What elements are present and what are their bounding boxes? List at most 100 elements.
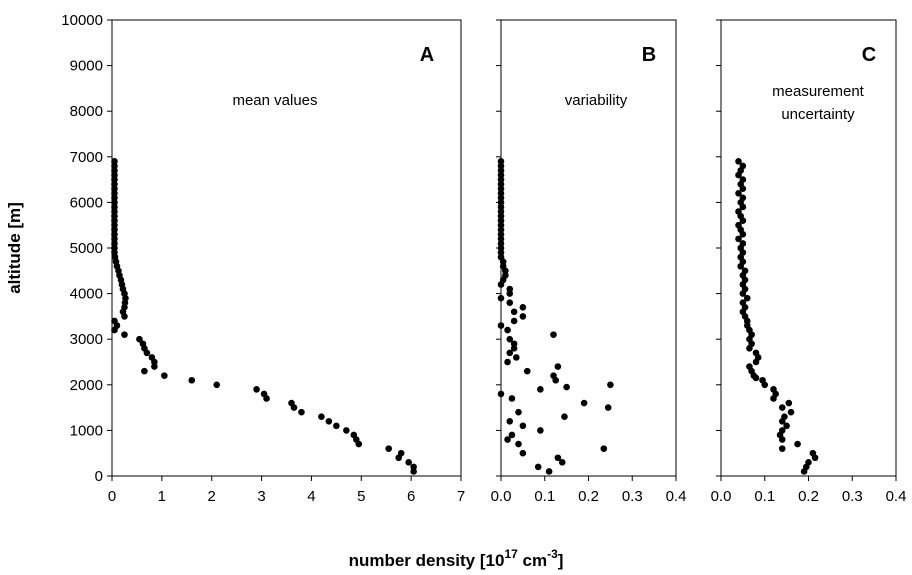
data-point xyxy=(111,158,118,165)
y-tick-label: 9000 xyxy=(70,58,103,75)
data-point xyxy=(794,440,801,448)
x-tick-label: 1 xyxy=(158,488,166,505)
data-point xyxy=(739,231,747,238)
data-point xyxy=(111,240,118,247)
x-tick-label: 4 xyxy=(307,488,315,505)
data-point xyxy=(497,185,505,193)
data-point xyxy=(545,468,553,475)
data-point xyxy=(550,331,557,338)
data-point xyxy=(752,374,760,382)
data-point xyxy=(563,383,570,391)
data-point xyxy=(111,326,118,334)
data-point xyxy=(111,167,118,174)
x-tick-label: 0.2 xyxy=(798,488,819,505)
data-point xyxy=(554,454,562,462)
y-tick-label: 2000 xyxy=(70,377,103,394)
data-point xyxy=(502,267,509,275)
data-point xyxy=(497,162,505,170)
data-point xyxy=(515,408,522,416)
data-point xyxy=(800,468,808,475)
panel-a: 0 1000 2000 3000 4000 5000 6000 7000 8000 9000 100… xyxy=(61,12,465,505)
data-point xyxy=(213,381,220,389)
data-point xyxy=(343,427,350,434)
data-point xyxy=(410,468,417,475)
data-point xyxy=(151,358,158,366)
data-point xyxy=(519,422,527,430)
data-point xyxy=(558,459,566,466)
data-point xyxy=(111,185,118,193)
panel-annotation: mean values xyxy=(232,92,317,109)
x-tick-label: 6 xyxy=(407,488,415,505)
data-point xyxy=(497,189,505,197)
data-point xyxy=(497,322,505,329)
data-point xyxy=(385,445,393,452)
data-point xyxy=(497,194,505,202)
data-point xyxy=(504,358,511,366)
data-point xyxy=(497,240,505,247)
data-point xyxy=(506,335,514,343)
x-tick-label: 0.3 xyxy=(622,488,643,505)
data-point xyxy=(523,367,531,375)
panel-annotation: variability xyxy=(565,92,628,109)
data-point xyxy=(510,317,518,325)
data-point xyxy=(111,189,118,197)
data-point xyxy=(121,313,128,320)
data-point xyxy=(506,417,514,425)
data-point xyxy=(111,217,118,224)
data-point xyxy=(743,294,751,302)
data-point xyxy=(497,244,505,252)
data-point xyxy=(508,431,516,439)
data-point xyxy=(506,299,514,307)
x-tick-label: 0.1 xyxy=(754,488,775,505)
data-point xyxy=(333,422,340,430)
data-point xyxy=(111,180,118,188)
data-point xyxy=(111,208,118,215)
data-point xyxy=(497,199,505,206)
data-point xyxy=(604,404,612,411)
data-point xyxy=(188,376,196,384)
data-point xyxy=(499,258,507,265)
data-point xyxy=(554,363,562,370)
data-point xyxy=(497,390,505,398)
data-point xyxy=(497,294,505,302)
data-point xyxy=(121,331,128,338)
data-point xyxy=(497,221,505,229)
data-point xyxy=(405,459,412,466)
y-tick-label: 3000 xyxy=(70,331,103,348)
data-point xyxy=(739,290,747,297)
data-point xyxy=(497,281,505,288)
data-point xyxy=(111,171,118,179)
data-point xyxy=(506,349,514,357)
data-point xyxy=(561,413,568,421)
data-point xyxy=(737,262,744,270)
data-point xyxy=(151,363,158,370)
y-tick-label: 8000 xyxy=(70,103,103,120)
x-tick-label: 0.4 xyxy=(666,488,687,505)
x-tick-label: 0.1 xyxy=(534,488,555,505)
data-point xyxy=(735,235,742,243)
data-point xyxy=(506,290,514,297)
data-point xyxy=(534,463,542,471)
data-point xyxy=(739,185,747,193)
y-tick-label: 10000 xyxy=(61,12,103,29)
data-point xyxy=(787,408,795,416)
data-point xyxy=(111,221,118,229)
x-tick-label: 7 xyxy=(457,488,465,505)
data-point xyxy=(508,395,516,402)
data-point xyxy=(355,440,363,448)
x-tick-label: 5 xyxy=(357,488,365,505)
data-point xyxy=(735,171,742,179)
panel-annotation: measurement xyxy=(772,83,865,100)
data-point xyxy=(497,208,505,215)
x-tick-label: 0.2 xyxy=(578,488,599,505)
data-point xyxy=(607,381,614,389)
panel-letter: C xyxy=(862,44,876,66)
data-point xyxy=(783,422,790,430)
data-point xyxy=(497,249,505,256)
data-point xyxy=(325,417,333,425)
data-point xyxy=(778,436,786,443)
data-point xyxy=(253,386,260,393)
